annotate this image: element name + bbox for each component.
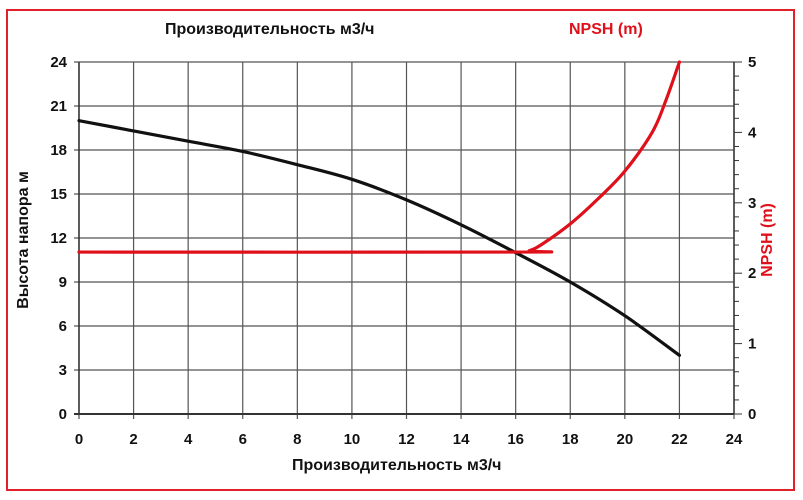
x-tick-label: 20 <box>616 431 633 448</box>
x-tick-label: 2 <box>129 431 137 448</box>
x-tick-label: 10 <box>344 431 361 448</box>
y2-tick-label: 0 <box>748 406 756 423</box>
y-tick-label: 9 <box>59 274 67 291</box>
y-tick-label: 12 <box>50 230 67 247</box>
x-tick-label: 22 <box>671 431 688 448</box>
y-tick-label: 24 <box>50 54 67 71</box>
y-tick-label: 3 <box>59 362 67 379</box>
x-axis-label: Производительность м3/ч <box>292 457 502 474</box>
x-tick-label: 0 <box>75 431 83 448</box>
head-curve <box>77 119 682 357</box>
npsh-curve <box>77 60 682 254</box>
x-tick-label: 16 <box>507 431 524 448</box>
y2-tick-label: 2 <box>748 265 756 282</box>
y2-tick-label: 3 <box>748 195 756 212</box>
x-tick-label: 4 <box>184 431 193 448</box>
npsh-title: NPSH (m) <box>569 21 643 38</box>
chart-title: Производительность м3/ч <box>165 21 375 38</box>
y-tick-label: 21 <box>50 98 67 115</box>
y-tick-label: 6 <box>59 318 67 335</box>
y-tick-label: 18 <box>50 142 67 159</box>
x-tick-label: 8 <box>293 431 301 448</box>
chart-frame <box>6 9 795 491</box>
y-tick-label: 0 <box>59 406 67 423</box>
y-tick-label: 15 <box>50 186 67 203</box>
y2-tick-label: 1 <box>748 336 756 353</box>
x-tick-label: 6 <box>239 431 247 448</box>
x-tick-label: 24 <box>726 431 743 448</box>
y2-tick-label: 5 <box>748 54 756 71</box>
x-tick-label: 12 <box>398 431 415 448</box>
y2-tick-label: 4 <box>748 124 757 141</box>
x-tick-label: 14 <box>453 431 470 448</box>
x-tick-label: 18 <box>562 431 579 448</box>
